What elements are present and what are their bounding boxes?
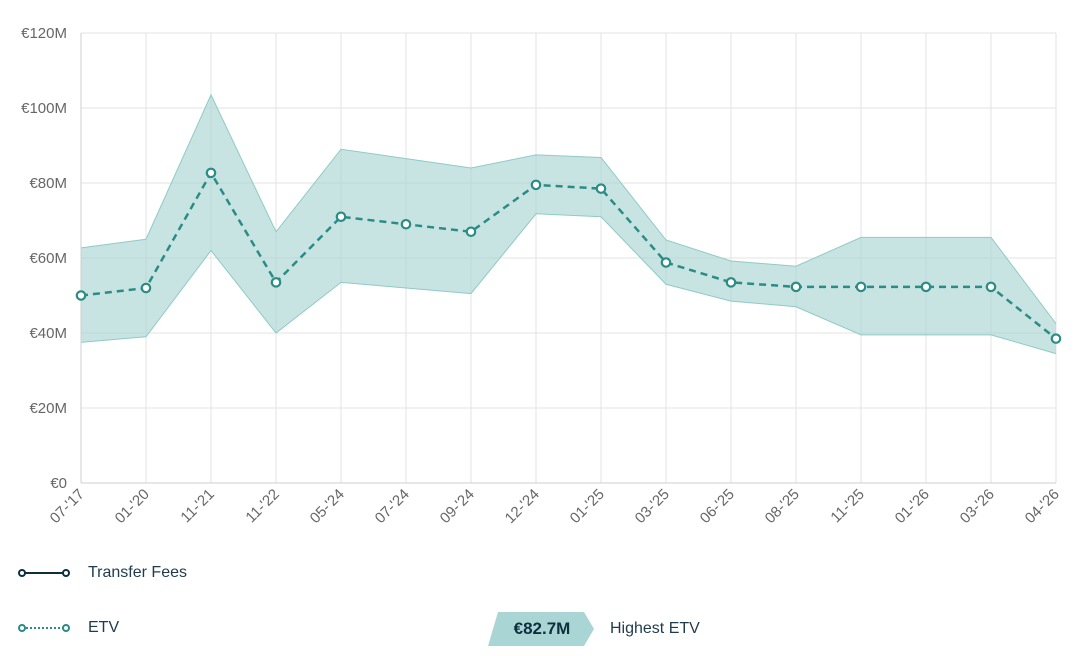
etv-band-upper-edge xyxy=(80,93,1057,324)
x-tick-label: 01-'26 xyxy=(892,486,933,527)
etv-band-area xyxy=(81,94,1056,354)
etv-point xyxy=(140,282,152,294)
etv-swatch-icon xyxy=(18,624,70,632)
y-tick-label: €0 xyxy=(50,475,67,492)
y-tick-label: €60M xyxy=(29,250,67,267)
highest-etv-indicator: €82.7M Highest ETV xyxy=(488,612,700,646)
etv-point xyxy=(335,211,347,223)
x-tick-label: 11-'21 xyxy=(177,486,217,526)
x-tick-label: 05-'24 xyxy=(307,486,348,527)
etv-point xyxy=(400,218,412,230)
x-tick-label: 09-'24 xyxy=(437,486,478,527)
etv-point xyxy=(660,257,672,268)
x-tick-label: 12-'24 xyxy=(502,486,543,527)
badge-shape-icon xyxy=(488,612,594,646)
x-axis-ticks: 07-'17 01-'20 11-'21 11-'22 05-'24 07-'24 09-'… xyxy=(47,486,1063,527)
x-tick-label: 01-'20 xyxy=(112,486,153,527)
x-tick-label: 03-'26 xyxy=(957,486,998,527)
etv-point xyxy=(790,281,802,293)
etv-point xyxy=(725,277,737,288)
x-tick-label: 04-'26 xyxy=(1022,486,1063,527)
etv-point xyxy=(270,277,282,288)
x-tick-label: 03-'25 xyxy=(632,486,673,527)
legend-etv-label: ETV xyxy=(88,619,120,636)
etv-series xyxy=(75,167,1062,344)
highest-etv-value: €82.7M xyxy=(513,619,571,638)
y-axis-ticks: €0 €20M €40M €60M €80M €100M €120M xyxy=(21,25,67,492)
legend-etv[interactable]: ETV xyxy=(18,619,119,637)
etv-line xyxy=(80,170,1057,340)
y-tick-label: €120M xyxy=(21,25,67,42)
transfer-fees-swatch-icon xyxy=(18,569,70,577)
highest-etv-badge: €82.7M xyxy=(488,612,596,646)
highest-etv-label: Highest ETV xyxy=(610,620,700,637)
x-tick-label: 08-'25 xyxy=(762,486,803,527)
etv-point xyxy=(920,281,932,293)
x-tick-label: 01-'25 xyxy=(567,486,608,527)
etv-chart: €0€20M€40M€60M€80M€100M€120M 07-'17 01-'2… xyxy=(21,25,1063,527)
y-tick-label: €80M xyxy=(29,175,67,192)
y-tick-label: €40M xyxy=(29,325,67,342)
etv-range-band xyxy=(80,93,1057,355)
etv-point xyxy=(75,290,87,301)
etv-point xyxy=(595,183,607,194)
x-tick-label: 11-'25 xyxy=(827,486,867,526)
y-tick-label: €100M xyxy=(21,100,67,117)
etv-band-lower-edge xyxy=(80,213,1057,355)
etv-point xyxy=(985,281,997,293)
etv-point xyxy=(530,179,542,191)
x-tick-label: 07-'24 xyxy=(372,486,413,527)
y-tick-label: €20M xyxy=(29,400,67,417)
x-tick-label: 06-'25 xyxy=(697,486,738,527)
legend-transfer-fees[interactable]: Transfer Fees xyxy=(18,564,187,582)
etv-point xyxy=(465,226,477,238)
legend-transfer-fees-label: Transfer Fees xyxy=(88,564,187,581)
etv-point xyxy=(1050,333,1062,344)
etv-point xyxy=(855,281,867,293)
x-tick-label: 11-'22 xyxy=(242,486,282,526)
etv-point xyxy=(205,167,217,179)
chart-axes xyxy=(80,33,1056,484)
